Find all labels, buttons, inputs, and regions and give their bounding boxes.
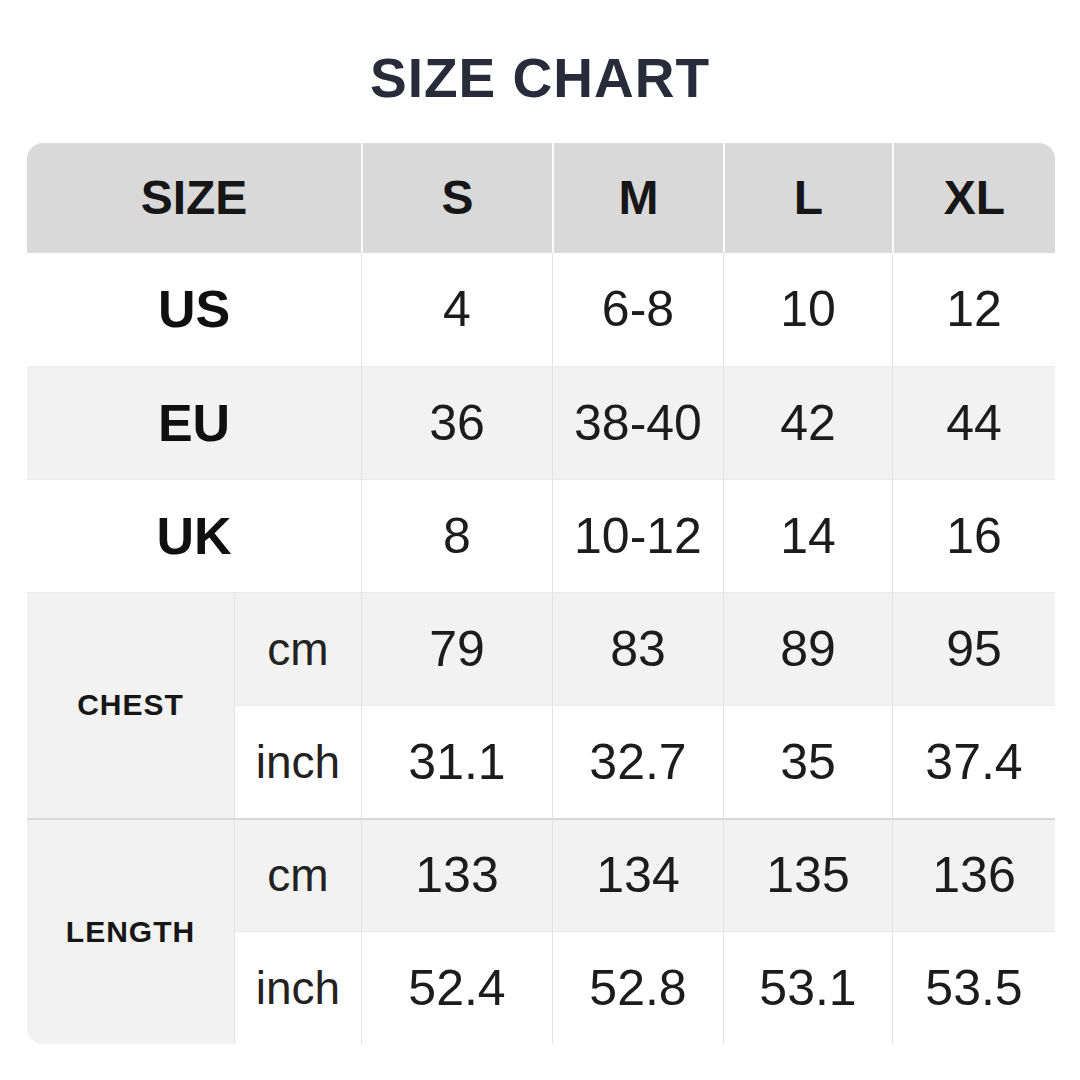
size-corner-header: SIZE [27,143,361,253]
size-chart-page: SIZE CHART SIZE S M L XL US 4 6-8 [0,0,1080,1080]
size-value-cell: 12 [892,253,1055,366]
measure-value-cell: 95 [892,592,1055,705]
measure-value-cell: 133 [361,818,552,931]
region-row-label-us: US [27,253,361,366]
size-value-cell: 4 [361,253,552,366]
unit-label-cell-cm: cm [234,818,361,931]
region-row-label-uk: UK [27,479,361,592]
measure-value-cell: 134 [552,818,723,931]
size-value-cell: 14 [723,479,892,592]
size-col-header-xl: XL [892,143,1055,253]
eu-row: EU 36 38-40 42 44 [27,366,1055,479]
uk-row: UK 8 10-12 14 16 [27,479,1055,592]
size-value-cell: 6-8 [552,253,723,366]
measure-value-cell: 89 [723,592,892,705]
size-value-cell: 8 [361,479,552,592]
measure-value-cell: 32.7 [552,705,723,818]
measure-value-cell: 35 [723,705,892,818]
unit-label-cell-inch: inch [234,931,361,1044]
measure-value-cell: 83 [552,592,723,705]
size-col-header-m: M [552,143,723,253]
size-value-cell: 10 [723,253,892,366]
size-col-header-l: L [723,143,892,253]
size-value-cell: 36 [361,366,552,479]
measure-row-label-chest: CHEST [27,592,234,818]
measure-value-cell: 53.5 [892,931,1055,1044]
page-title: SIZE CHART [0,0,1080,109]
size-value-cell: 16 [892,479,1055,592]
size-value-cell: 38-40 [552,366,723,479]
us-row: US 4 6-8 10 12 [27,253,1055,366]
size-value-cell: 42 [723,366,892,479]
measure-value-cell: 136 [892,818,1055,931]
measure-value-cell: 135 [723,818,892,931]
length-cm-row: LENGTH cm 133 134 135 136 [27,818,1055,931]
header-row: SIZE S M L XL [27,143,1055,253]
measure-value-cell: 31.1 [361,705,552,818]
measure-value-cell: 52.8 [552,931,723,1044]
region-row-label-eu: EU [27,366,361,479]
chest-cm-row: CHEST cm 79 83 89 95 [27,592,1055,705]
size-col-header-s: S [361,143,552,253]
size-value-cell: 44 [892,366,1055,479]
measure-value-cell: 52.4 [361,931,552,1044]
measure-value-cell: 53.1 [723,931,892,1044]
unit-label-cell-cm: cm [234,592,361,705]
size-chart-table: SIZE S M L XL US 4 6-8 10 12 EU 36 38-40… [27,143,1055,1044]
measure-value-cell: 79 [361,592,552,705]
measure-row-label-length: LENGTH [27,818,234,1044]
measure-value-cell: 37.4 [892,705,1055,818]
unit-label-cell-inch: inch [234,705,361,818]
size-value-cell: 10-12 [552,479,723,592]
